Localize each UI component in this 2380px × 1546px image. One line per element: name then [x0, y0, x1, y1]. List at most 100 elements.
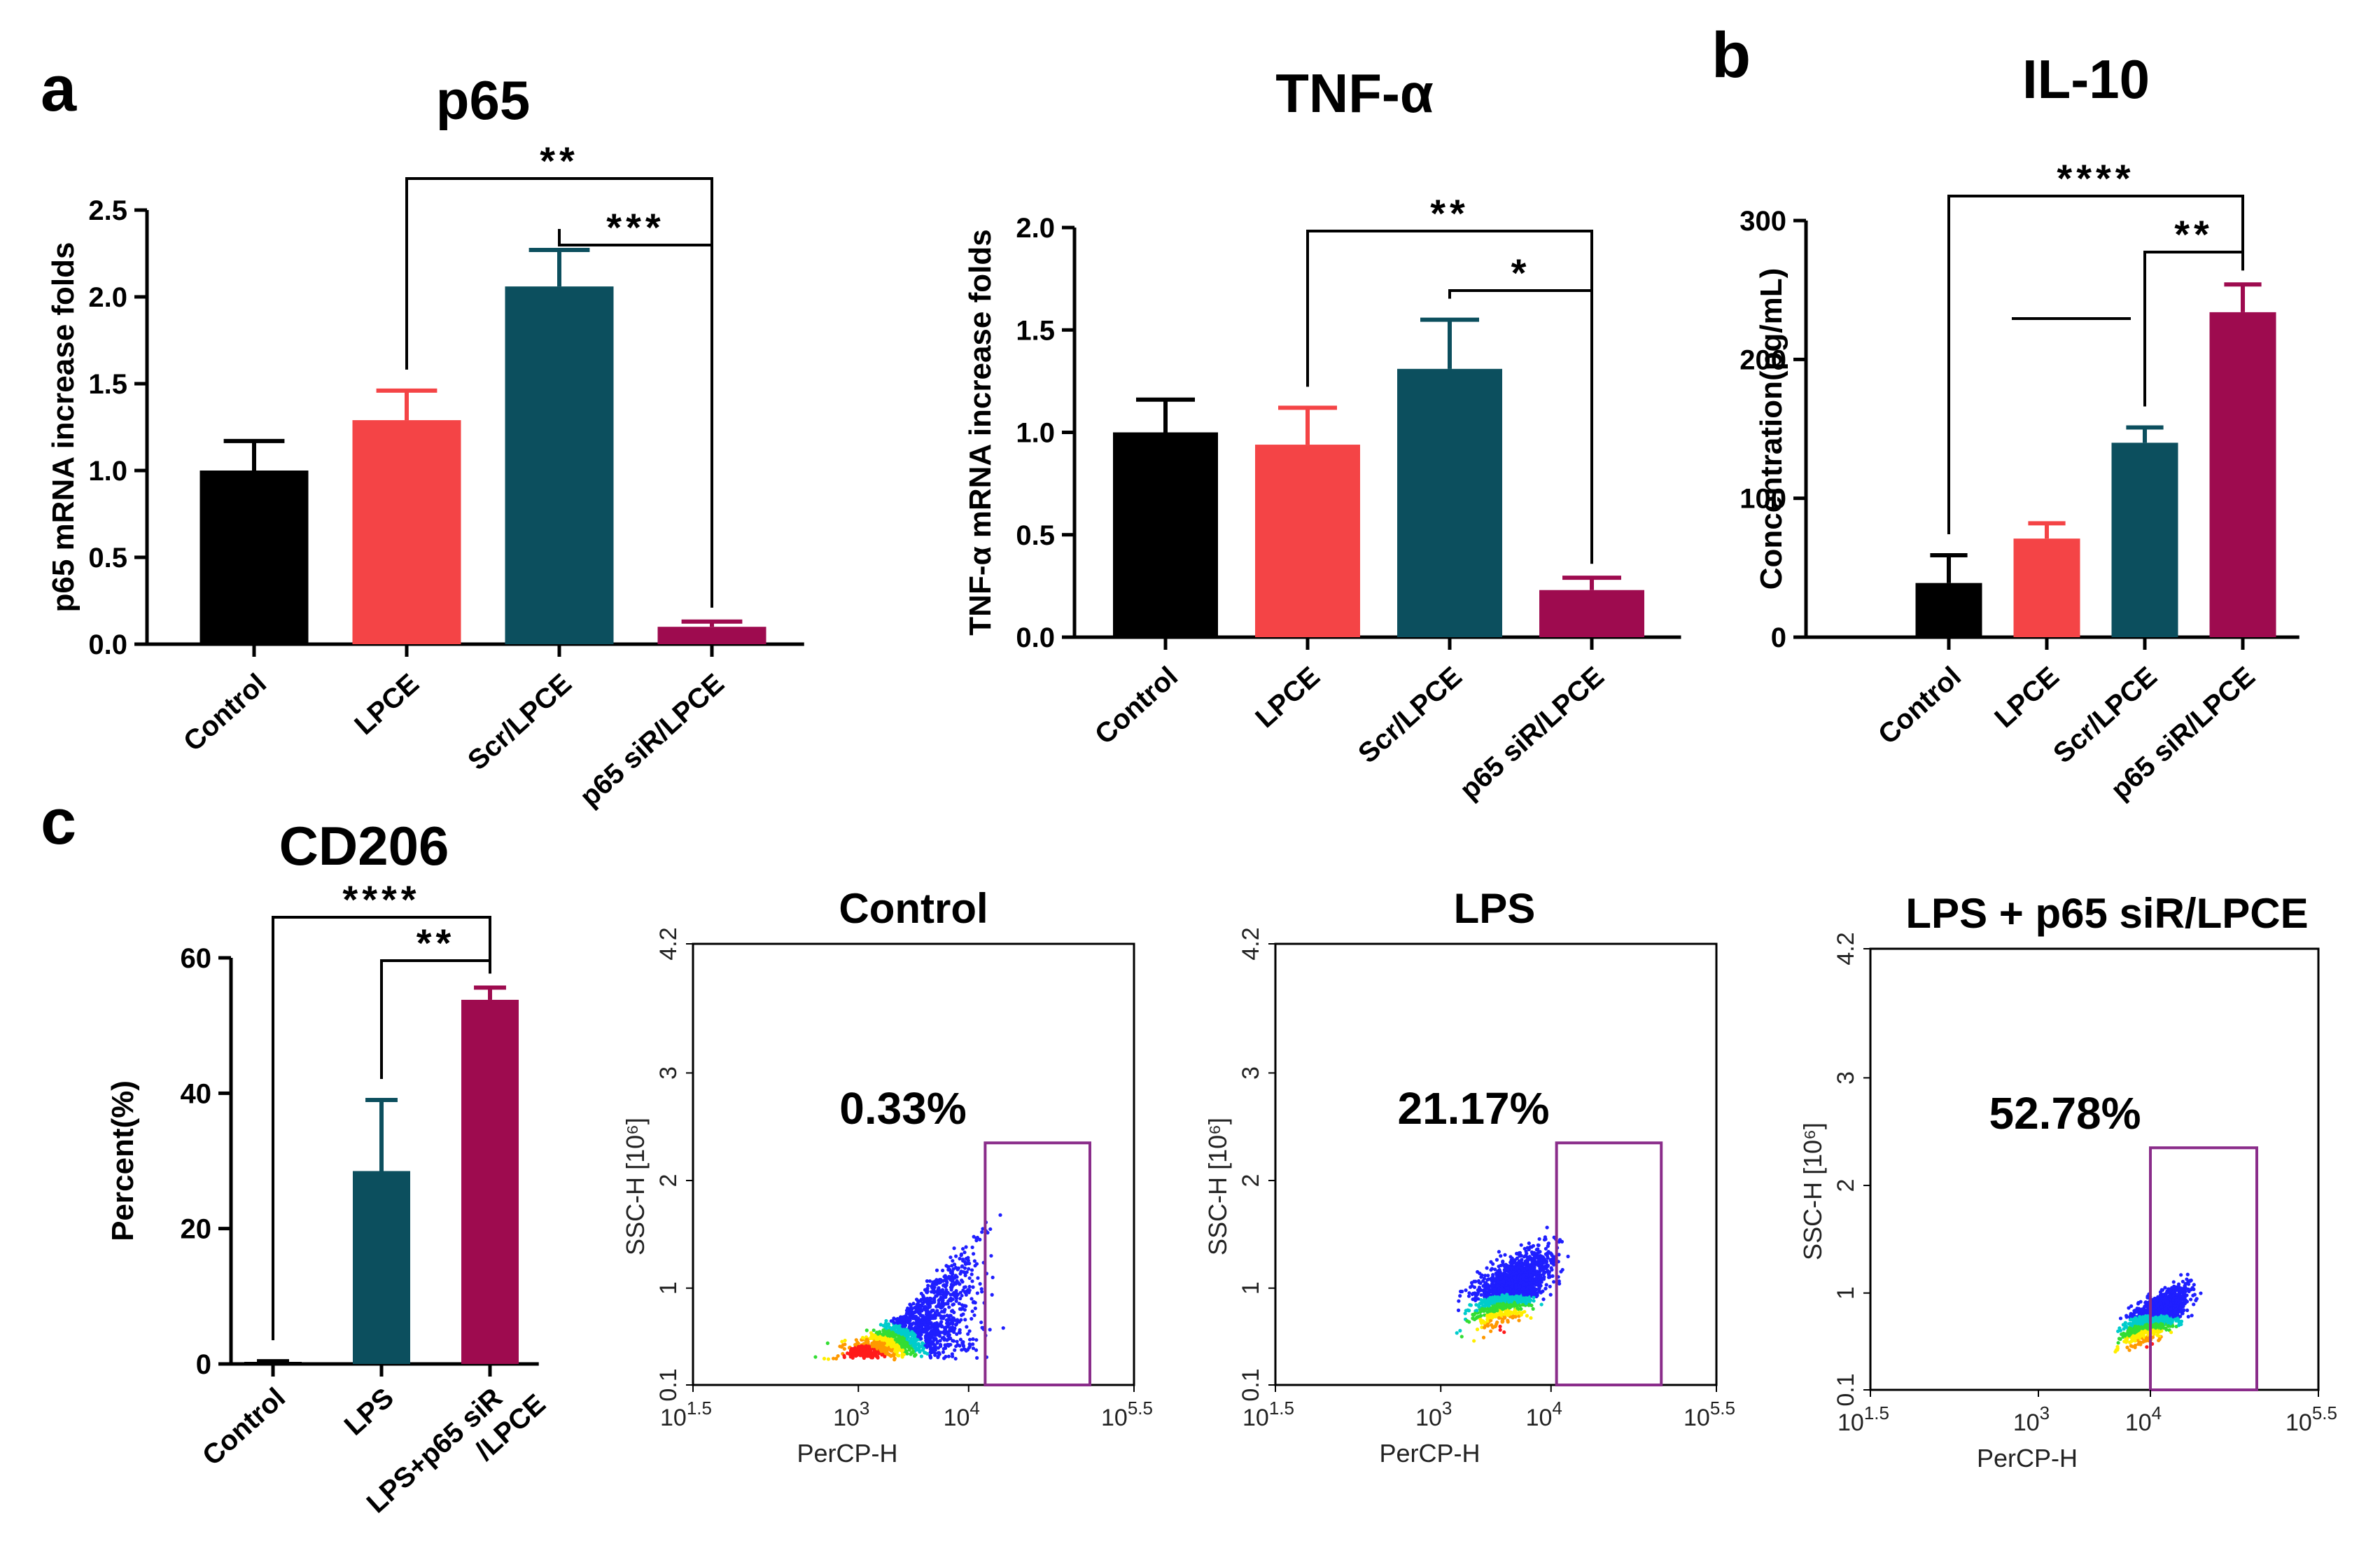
data-point	[965, 1348, 970, 1352]
significance-label: ****	[2057, 156, 2134, 200]
data-point	[918, 1299, 923, 1303]
data-point	[864, 1344, 869, 1349]
y-tick-label: 0	[196, 1349, 211, 1380]
data-point	[2157, 1316, 2162, 1321]
y-tick-label: 0.5	[88, 543, 127, 573]
data-point	[1534, 1282, 1539, 1286]
data-point	[1500, 1293, 1504, 1297]
data-point	[948, 1296, 953, 1300]
data-point	[926, 1339, 930, 1344]
data-point	[2164, 1314, 2169, 1318]
x-tick-label: 104	[944, 1398, 980, 1431]
data-point	[913, 1353, 918, 1357]
significance-label: **	[540, 139, 579, 183]
data-point	[872, 1340, 876, 1344]
data-point	[2171, 1314, 2176, 1319]
y-tick-label: 0	[1771, 622, 1786, 653]
data-point	[960, 1259, 965, 1263]
data-point	[1483, 1274, 1488, 1278]
data-point	[970, 1309, 974, 1314]
data-point	[1497, 1316, 1502, 1320]
data-point	[1479, 1274, 1483, 1279]
data-point	[2174, 1288, 2178, 1293]
data-point	[2117, 1337, 2122, 1341]
data-point	[1542, 1260, 1546, 1265]
data-point	[2138, 1300, 2143, 1304]
data-point	[919, 1337, 923, 1341]
data-point	[1498, 1324, 1502, 1329]
data-point	[1525, 1251, 1529, 1255]
data-point	[1498, 1328, 1502, 1332]
bar-0	[1113, 432, 1218, 637]
data-point	[934, 1327, 939, 1332]
data-point	[941, 1350, 946, 1354]
x-tick-base: 10	[660, 1405, 687, 1431]
data-point	[1494, 1273, 1499, 1277]
y-tick-label: 20	[181, 1214, 212, 1245]
data-point	[918, 1331, 923, 1335]
x-tick-label: 101.5	[1837, 1402, 1889, 1436]
data-point	[1479, 1293, 1483, 1297]
data-point	[967, 1337, 972, 1342]
data-point	[1546, 1244, 1550, 1248]
plot-frame	[692, 942, 1135, 1386]
data-points	[813, 1213, 1005, 1362]
data-point	[872, 1347, 876, 1351]
data-point	[1522, 1255, 1526, 1259]
data-point	[953, 1348, 957, 1352]
data-point	[935, 1339, 940, 1344]
data-point	[2151, 1328, 2155, 1332]
data-point	[914, 1317, 918, 1321]
data-point	[2129, 1339, 2134, 1344]
x-tick-exponent: 5.5	[1128, 1398, 1153, 1419]
data-point	[2160, 1299, 2165, 1303]
y-tick-label: 0.1	[655, 1368, 682, 1401]
data-point	[954, 1344, 958, 1349]
data-point	[916, 1307, 920, 1311]
data-point	[2138, 1342, 2143, 1346]
data-point	[842, 1346, 846, 1351]
x-tick-base: 10	[944, 1405, 970, 1431]
data-point	[953, 1295, 958, 1299]
data-point	[1541, 1256, 1546, 1260]
x-tick-base: 10	[1101, 1405, 1128, 1431]
y-tick-label: 1.5	[88, 369, 127, 400]
x-tick-exponent: 4	[1552, 1398, 1562, 1419]
y-tick-label: 300	[1740, 206, 1786, 237]
data-point	[2184, 1281, 2188, 1286]
data-point	[937, 1298, 941, 1302]
data-point	[856, 1341, 860, 1346]
y-tick-label: 0.1	[1833, 1373, 1859, 1406]
data-point	[2116, 1341, 2120, 1345]
data-point	[946, 1290, 950, 1295]
data-point	[875, 1346, 879, 1350]
data-point	[2166, 1302, 2170, 1306]
data-point	[2134, 1334, 2138, 1339]
bar-3	[1539, 590, 1644, 637]
x-tick-base: 10	[833, 1405, 860, 1431]
data-point	[1536, 1258, 1541, 1262]
data-point	[970, 1245, 974, 1250]
data-point	[894, 1324, 898, 1328]
data-point	[1494, 1299, 1499, 1303]
data-point	[1518, 1263, 1522, 1267]
data-point	[1494, 1314, 1498, 1318]
data-points	[1455, 1225, 1570, 1343]
y-axis-label: SSC-H [10⁶]	[1798, 1122, 1827, 1260]
data-point	[2154, 1315, 2158, 1319]
data-point	[1525, 1314, 1530, 1318]
y-tick-label: 100	[1740, 484, 1786, 515]
data-point	[954, 1299, 958, 1303]
data-point	[2160, 1288, 2164, 1292]
data-point	[944, 1318, 949, 1322]
data-point	[2138, 1331, 2143, 1335]
data-point	[951, 1354, 955, 1358]
data-point	[1483, 1321, 1487, 1325]
data-point	[2135, 1307, 2139, 1311]
data-point	[960, 1264, 965, 1268]
y-axis-label: Concentration(pg/mL)	[1754, 268, 1788, 590]
data-point	[986, 1230, 990, 1235]
data-point	[940, 1300, 944, 1304]
